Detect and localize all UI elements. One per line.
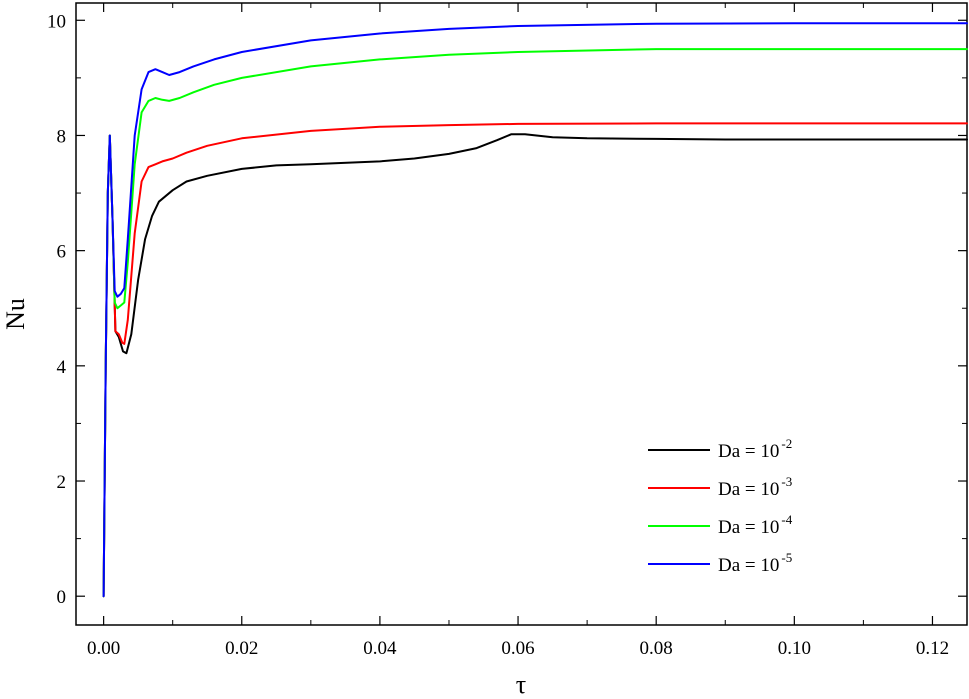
x-tick-label: 0.10 <box>778 638 811 659</box>
legend-label-base: Da = 10 <box>718 479 779 500</box>
y-axis-title: Nu <box>1 298 30 330</box>
legend-label: Da = 10 -2 <box>718 436 792 462</box>
series-line-4 <box>102 22 968 598</box>
series-line-1 <box>102 133 968 598</box>
x-tick-label: 0.02 <box>225 638 258 659</box>
legend-label: Da = 10 -4 <box>718 512 793 538</box>
x-axis: 0.00 0.02 0.04 0.06 0.08 0.10 0.12 <box>87 3 949 659</box>
legend-label-exponent: -2 <box>781 436 792 451</box>
plot-area-frame <box>75 2 968 626</box>
y-tick-label: 10 <box>47 11 66 32</box>
legend: Da = 10 -2Da = 10 -3Da = 10 -4Da = 10 -5 <box>648 436 793 576</box>
x-tick-label: 0.04 <box>363 638 397 659</box>
series-line-2 <box>102 122 968 598</box>
y-tick-label: 6 <box>57 242 67 263</box>
legend-label-base: Da = 10 <box>718 441 779 462</box>
y-axis: 0 2 4 6 8 10 <box>47 11 967 608</box>
legend-label-exponent: -4 <box>781 512 792 527</box>
legend-label-base: Da = 10 <box>718 555 779 576</box>
y-tick-label: 4 <box>57 357 67 378</box>
x-tick-label: 0.08 <box>640 638 673 659</box>
y-tick-label: 0 <box>57 587 67 608</box>
x-tick-label: 0.12 <box>916 638 949 659</box>
x-tick-label: 0.06 <box>501 638 534 659</box>
y-tick-label: 8 <box>57 126 67 147</box>
series-line-3 <box>102 48 968 598</box>
y-tick-label: 2 <box>57 472 67 493</box>
legend-label-exponent: -3 <box>781 474 792 489</box>
legend-label: Da = 10 -5 <box>718 550 792 576</box>
legend-label-exponent: -5 <box>781 550 792 565</box>
legend-label: Da = 10 -3 <box>718 474 792 500</box>
x-tick-label: 0.00 <box>87 638 120 659</box>
series-layer <box>102 22 968 598</box>
x-axis-title: τ <box>516 670 526 699</box>
legend-label-base: Da = 10 <box>718 517 779 538</box>
